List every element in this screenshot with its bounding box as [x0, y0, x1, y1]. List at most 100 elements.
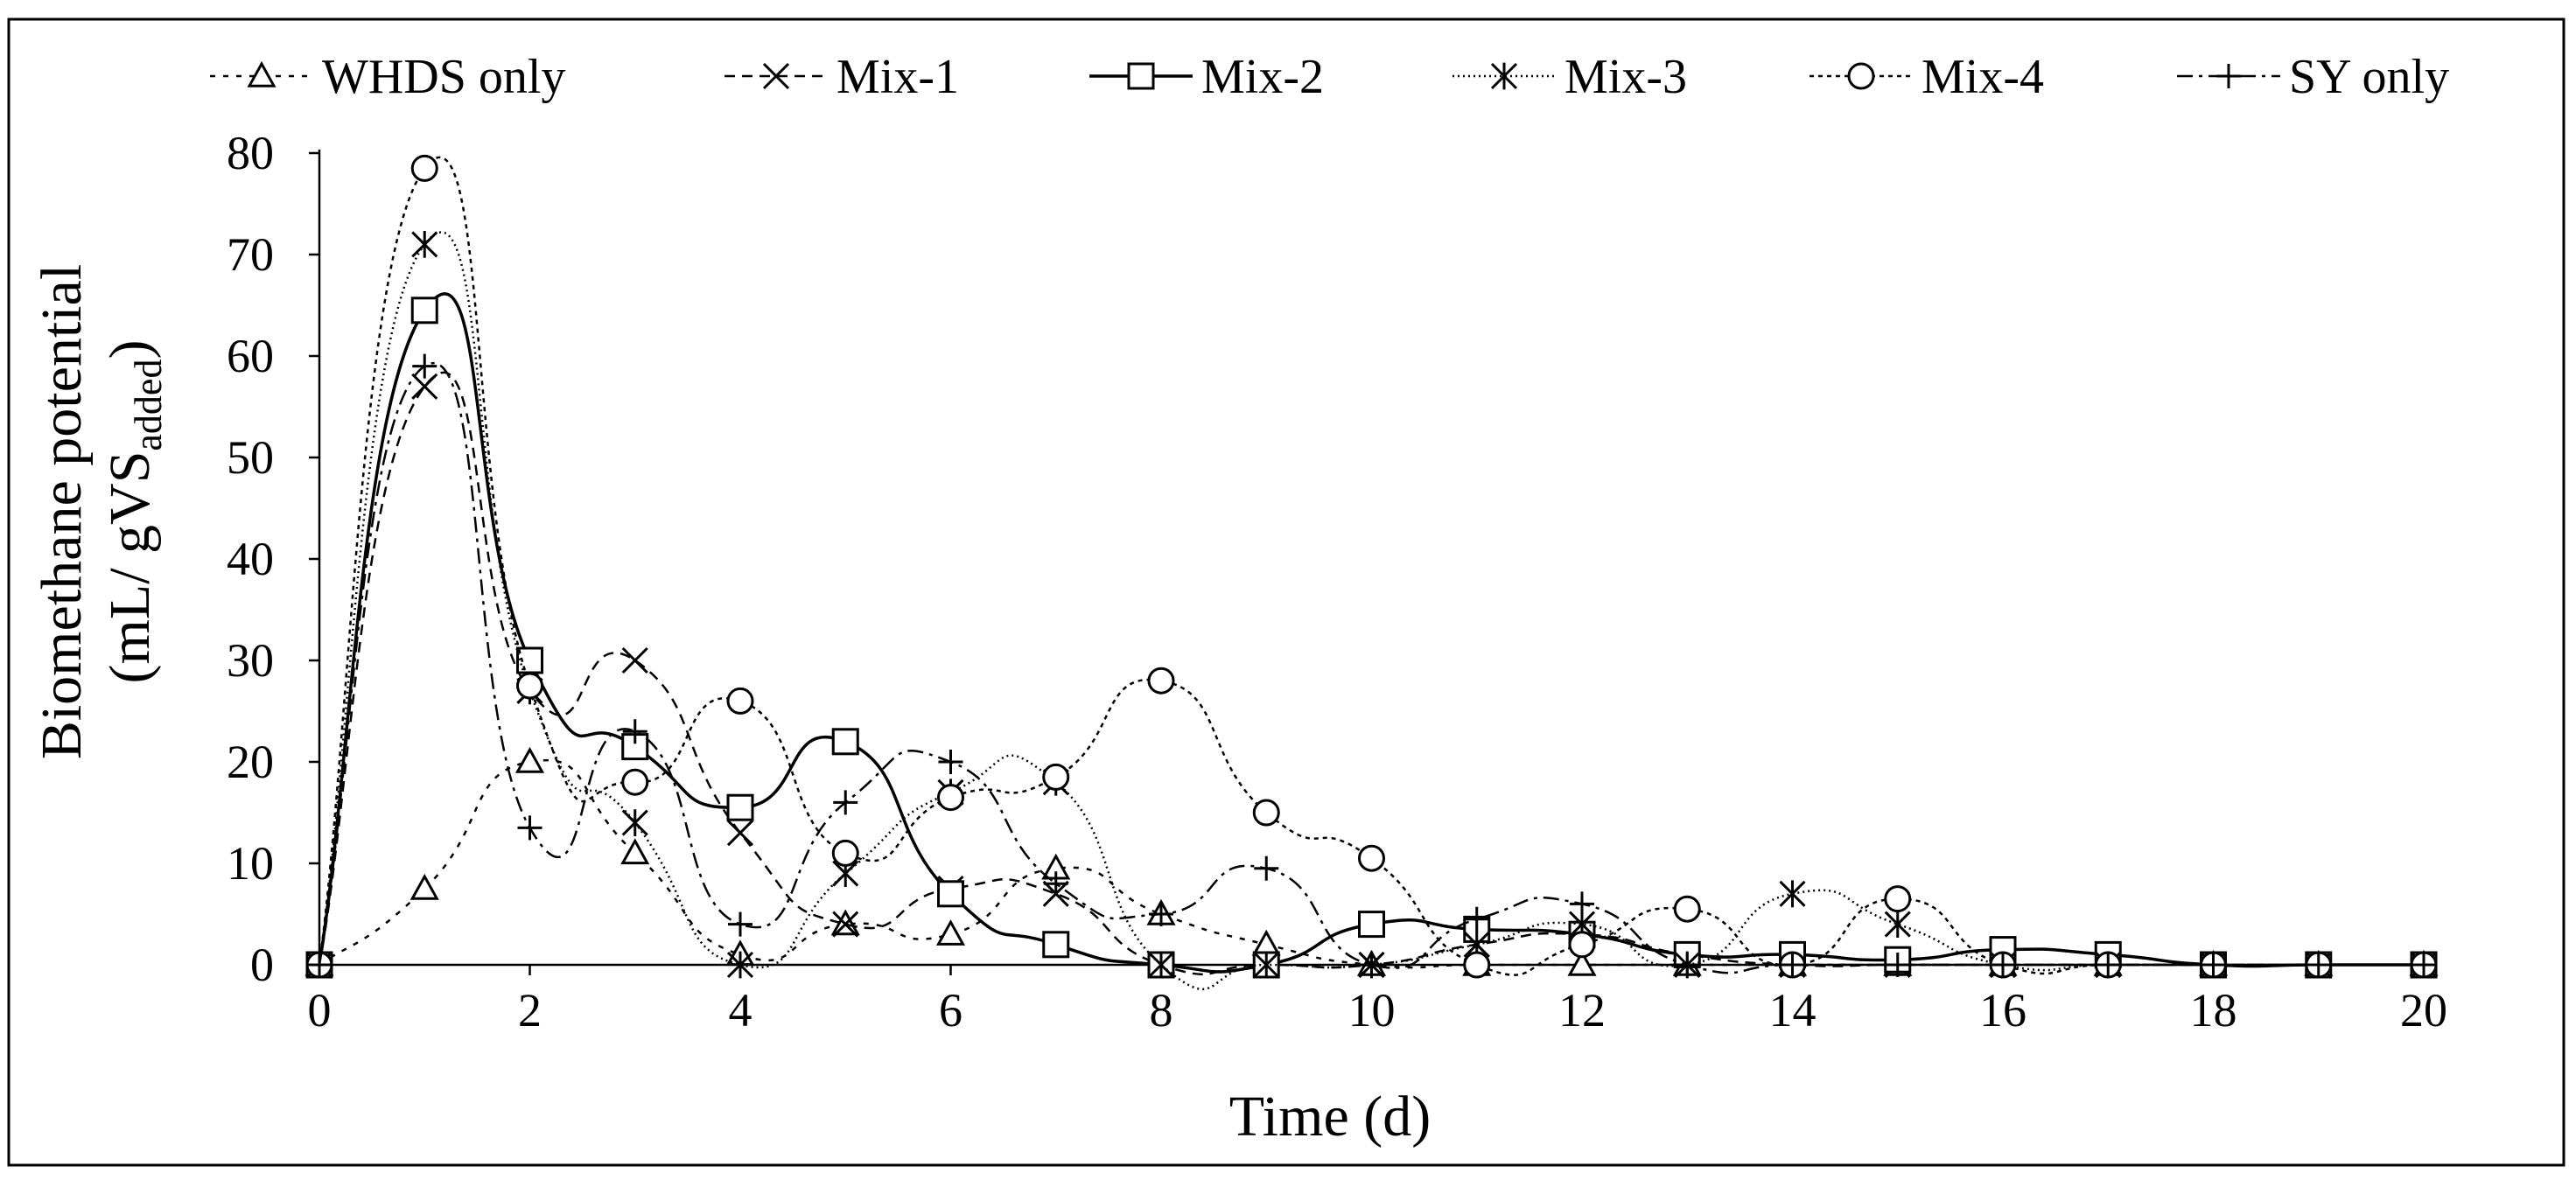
series-line-mix-3 [318, 231, 2424, 990]
data-point-sy-only [1885, 953, 1910, 977]
data-point-mix-4 [831, 839, 859, 867]
data-point-sy-only [307, 953, 332, 977]
data-point-mix-1 [411, 373, 438, 400]
data-point-whds-only [410, 873, 439, 900]
data-point-sy-only [1780, 953, 1805, 977]
legend-item-whds-only: WHDS only [210, 50, 565, 104]
data-point-mix-4 [937, 784, 964, 812]
legend-item-sy-only: SY only [2177, 50, 2449, 104]
x-tick-label: 14 [1769, 984, 1816, 1037]
data-point-mix-2 [726, 793, 754, 821]
series-group [304, 154, 2439, 990]
data-point-mix-3 [621, 809, 648, 836]
data-point-sy-only [517, 815, 542, 841]
x-tick-label: 12 [1558, 984, 1606, 1037]
x-tick-label: 10 [1348, 984, 1396, 1037]
data-point-mix-2 [831, 728, 859, 756]
data-point-mix-3 [1884, 911, 1911, 938]
series-mix-1 [305, 371, 2438, 979]
y-axis-title-line-2: (mL/ gVSadded) [98, 340, 170, 684]
axes: 0 10 20 30 40 50 60 70 80 0 2 4 6 8 10 12 14 16 18 20 [227, 127, 2447, 1037]
y-axis-title: Biomethane potential (mL/ gVSadded) [30, 264, 170, 759]
data-point-mix-4 [621, 768, 649, 796]
data-point-sy-only [2306, 953, 2331, 977]
y-axis-title-suffix: ) [98, 340, 162, 360]
data-point-sy-only [1254, 855, 1279, 881]
series-mix-2 [305, 292, 2438, 979]
data-point-mix-3 [1147, 951, 1175, 979]
data-point-mix-4 [1252, 799, 1280, 827]
x-tick-label: 8 [1150, 984, 1173, 1037]
legend-item-mix-3: Mix-3 [1452, 50, 1687, 104]
legend-label: WHDS only [322, 50, 565, 104]
data-point-mix-3 [411, 231, 438, 258]
y-tick-label: 50 [227, 431, 274, 484]
data-point-mix-4 [1673, 895, 1701, 923]
y-tick-label: 80 [227, 127, 274, 179]
data-point-mix-2 [410, 297, 438, 325]
x-tick-label: 20 [2400, 984, 2447, 1037]
y-axis-title-prefix: (mL/ gVS [98, 451, 162, 684]
legend-marker [247, 60, 276, 87]
data-point-sy-only [412, 353, 438, 379]
legend-marker [1847, 62, 1875, 90]
y-tick-label: 70 [227, 228, 274, 281]
x-axis-title: Time (d) [1229, 1085, 1431, 1149]
legend-label: Mix-1 [836, 50, 959, 104]
y-axis-title-line-1: Biomethane potential [30, 264, 94, 759]
data-point-sy-only [1043, 871, 1068, 897]
x-tick-label: 4 [729, 984, 752, 1037]
data-point-mix-3 [1253, 951, 1280, 979]
legend-marker [1127, 62, 1155, 90]
data-point-mix-1 [621, 646, 648, 674]
data-point-mix-2 [937, 880, 964, 908]
data-point-sy-only [1359, 953, 1384, 977]
series-mix-3 [305, 231, 2438, 990]
series-line-mix-1 [318, 371, 2424, 976]
data-point-whds-only [1251, 929, 1281, 956]
y-tick-label: 40 [227, 533, 274, 585]
data-point-whds-only [514, 746, 545, 773]
series-line-mix-4 [318, 156, 2424, 976]
data-point-mix-4 [726, 687, 754, 715]
data-point-mix-1 [726, 820, 754, 847]
data-point-sy-only [2412, 953, 2436, 977]
y-tick-label: 0 [250, 939, 274, 991]
y-tick-label: 10 [227, 837, 274, 890]
x-tick-label: 6 [939, 984, 962, 1037]
data-point-mix-4 [1568, 931, 1596, 959]
data-point-mix-2 [1358, 911, 1385, 939]
data-point-whds-only [1567, 949, 1597, 976]
y-tick-label: 30 [227, 634, 274, 687]
data-point-sy-only [938, 750, 963, 774]
legend-marker [1490, 62, 1518, 90]
data-point-mix-4 [1358, 844, 1385, 872]
data-point-sy-only [1570, 891, 1594, 917]
data-point-sy-only [2201, 953, 2226, 977]
legend-marker [2216, 64, 2241, 88]
legend-marker [762, 62, 790, 90]
chart-frame [7, 17, 2566, 1167]
x-tick-label: 16 [1979, 984, 2026, 1037]
data-point-sy-only [1991, 953, 2015, 977]
data-point-mix-4 [410, 154, 438, 182]
data-point-sy-only [1675, 953, 1700, 977]
data-point-mix-2 [1042, 931, 1070, 959]
data-point-whds-only [620, 838, 650, 865]
legend: WHDS only Mix-1 Mix-2 Mix-3 Mix-4 SY only [210, 50, 2449, 104]
y-tick-label: 60 [227, 330, 274, 382]
data-point-sy-only [2096, 953, 2121, 977]
data-point-mix-3 [1779, 880, 1806, 908]
series-line-sy-only [318, 362, 2424, 974]
legend-label: Mix-3 [1564, 50, 1687, 104]
series-sy-only [307, 353, 2436, 977]
data-point-whds-only [935, 919, 966, 946]
legend-label: SY only [2289, 50, 2449, 104]
legend-label: Mix-2 [1201, 50, 1324, 104]
data-point-mix-4 [1463, 951, 1491, 979]
data-point-mix-3 [726, 951, 754, 979]
legend-label: Mix-4 [1922, 50, 2044, 104]
x-tick-label: 18 [2190, 984, 2237, 1037]
y-axis-title-subscript: added [127, 360, 170, 451]
